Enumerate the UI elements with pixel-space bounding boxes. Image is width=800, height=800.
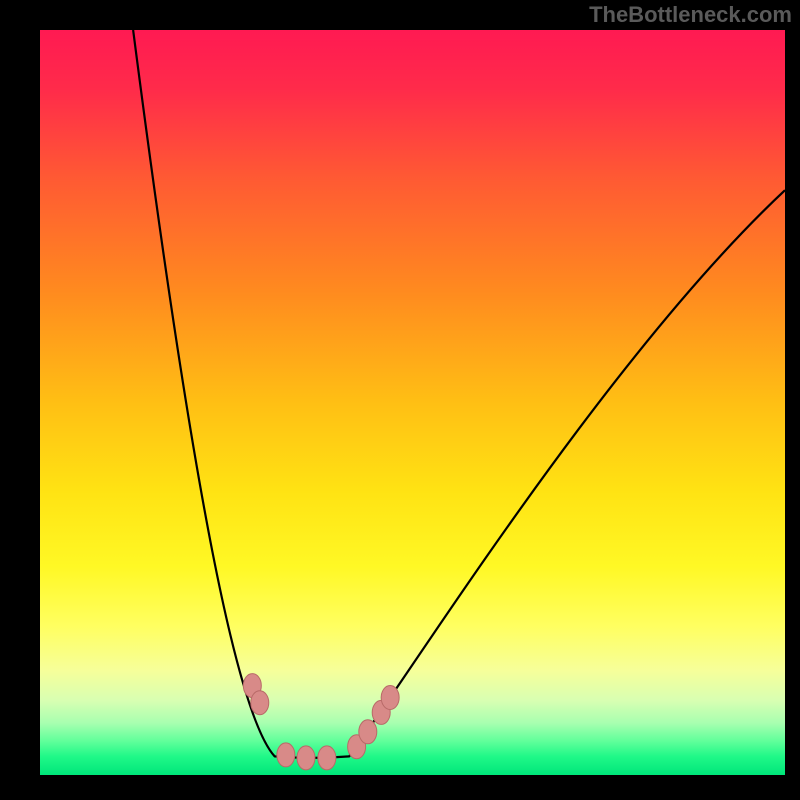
curve-marker xyxy=(359,720,377,744)
curve-markers xyxy=(243,674,399,770)
chart-svg-layer xyxy=(0,0,800,800)
curve-marker xyxy=(277,743,295,767)
curve-marker xyxy=(251,691,269,715)
chart-container: TheBottleneck.com xyxy=(0,0,800,800)
curve-marker xyxy=(318,746,336,770)
curve-marker xyxy=(381,686,399,710)
curve-marker xyxy=(297,746,315,770)
watermark-text: TheBottleneck.com xyxy=(589,2,792,28)
bottleneck-curve xyxy=(133,30,785,758)
